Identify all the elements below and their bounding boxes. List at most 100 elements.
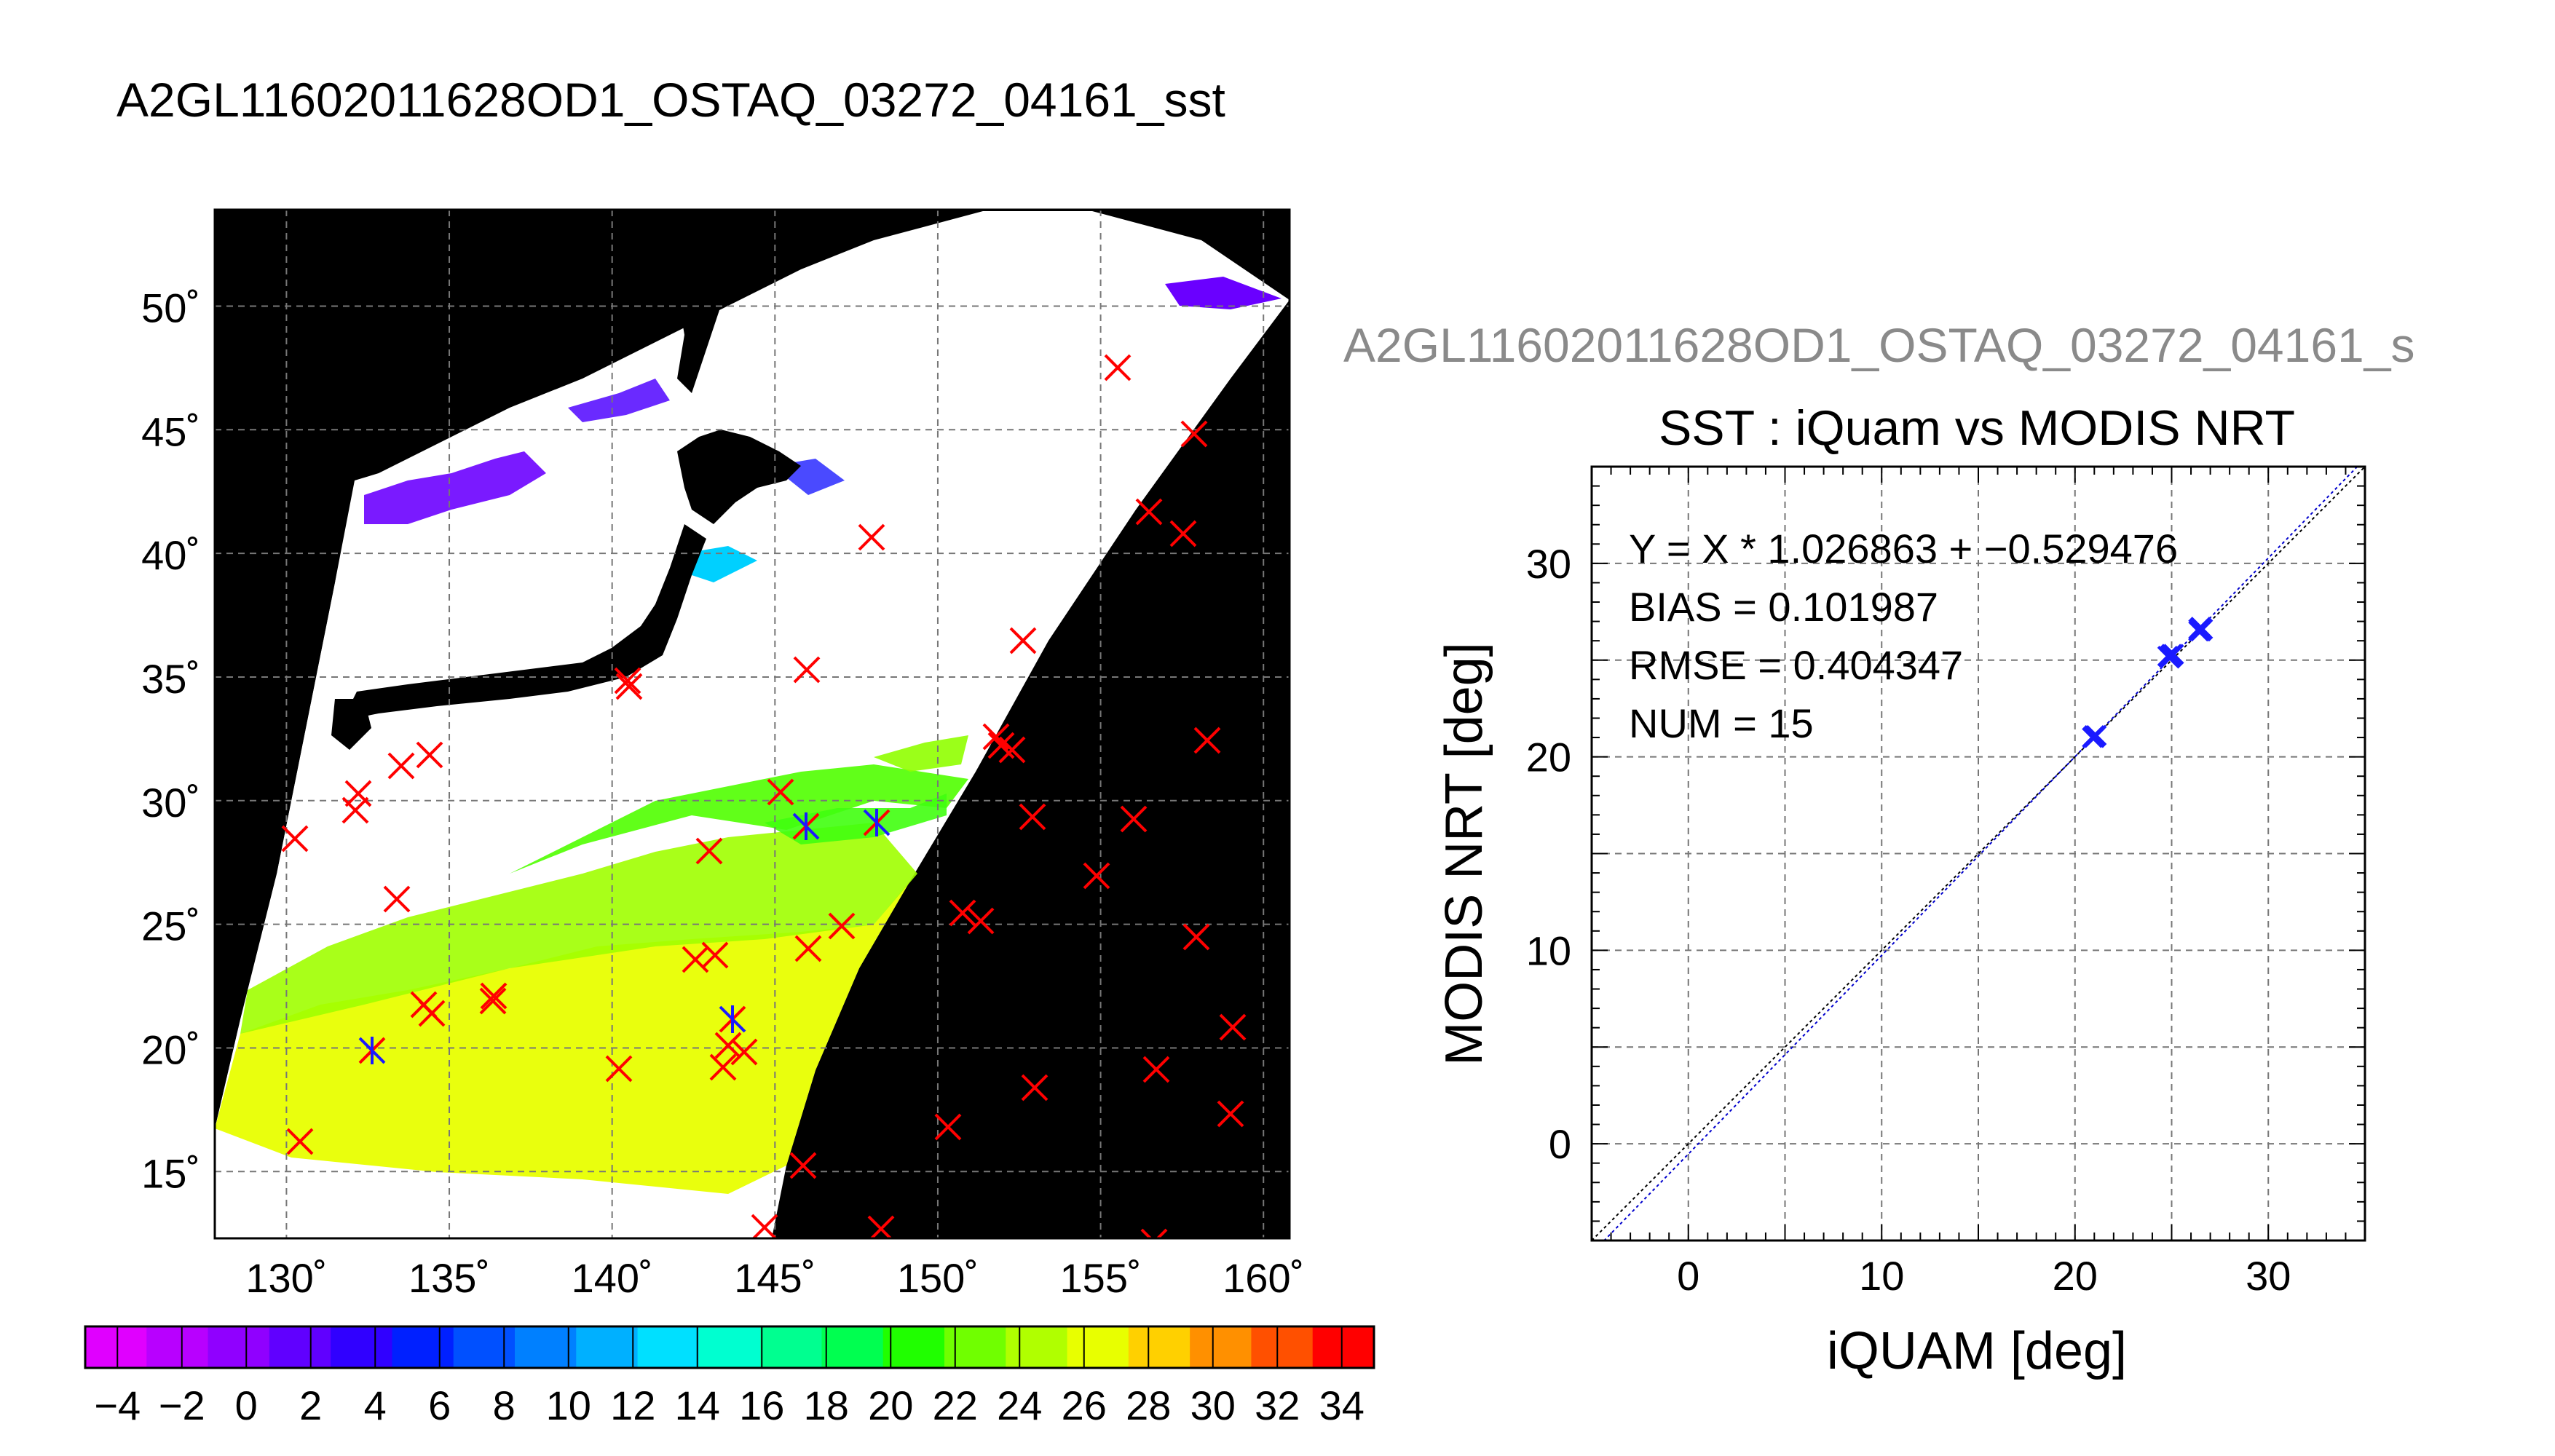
colorbar-label: 28 — [1126, 1382, 1171, 1428]
map-marker-red — [615, 673, 643, 700]
scatter-points — [2082, 617, 2214, 748]
map-marker-red — [858, 523, 885, 551]
stats-annotation: Y = X * 1.026863 + −0.529476 — [1629, 526, 2178, 571]
map-marker-red — [1083, 862, 1110, 890]
colorbar-label: 26 — [1062, 1382, 1107, 1428]
map-marker-red — [767, 778, 794, 806]
map-marker-red — [387, 752, 415, 780]
colorbar-label: 24 — [997, 1382, 1042, 1428]
map-lat-label: 45˚ — [141, 408, 200, 454]
map-lon-label: 140˚ — [572, 1255, 653, 1301]
scatter-plot: 0 10 20 30 0 10 20 30 Y = X * 1.026863 + −0.52… — [1526, 465, 2366, 1299]
map-marker-red — [1140, 1228, 1168, 1238]
map-marker-red — [418, 1000, 446, 1027]
colorbar: −4 −2 0 2 4 6 8 10 12 14 16 18 20 22 24 26 28 30 32 34 — [84, 1325, 1375, 1428]
land-hokkaido — [677, 430, 801, 524]
colorbar-cell — [392, 1326, 454, 1368]
colorbar-label: 12 — [610, 1382, 655, 1428]
map-lat-label: 15˚ — [141, 1150, 200, 1196]
colorbar-cell — [637, 1326, 700, 1368]
map-marker-red — [1104, 354, 1132, 381]
stats-annotation: RMSE = 0.404347 — [1629, 642, 1963, 688]
colorbar-label: 10 — [546, 1382, 591, 1428]
colorbar-cell — [821, 1326, 884, 1368]
map-marker-red — [1009, 627, 1037, 654]
x-tick-label: 30 — [2246, 1253, 2291, 1299]
scatter-grid — [1592, 467, 2365, 1241]
colorbar-cell — [515, 1326, 577, 1368]
map-marker-red — [793, 656, 821, 684]
scatter-point — [2161, 646, 2182, 667]
map-marker-red — [998, 736, 1026, 764]
colorbar-label: 18 — [804, 1382, 849, 1428]
map-lat-label: 40˚ — [141, 532, 200, 578]
colorbar-cell — [882, 1326, 945, 1368]
main-title: A2GL11602011628OD1_OSTAQ_03272_04161_sst — [117, 73, 1225, 127]
map-marker-red — [982, 723, 1010, 751]
colorbar-label: 20 — [868, 1382, 913, 1428]
y-tick-labels: 0 10 20 30 — [1526, 541, 1571, 1167]
colorbar-label: −4 — [94, 1382, 141, 1428]
map-marker-red — [1193, 727, 1221, 754]
colorbar-label: −2 — [159, 1382, 205, 1428]
chart-title: SST : iQuam vs MODIS NRT — [1659, 400, 2295, 456]
colorbar-cell — [1190, 1326, 1252, 1368]
map-marker-red — [341, 796, 369, 824]
map-lat-labels: 15˚ 20˚ 25˚ 30˚ 35˚ 40˚ 45˚ 50˚ — [141, 285, 200, 1196]
colorbar-cell — [576, 1326, 639, 1368]
map-lon-label: 155˚ — [1060, 1255, 1142, 1301]
map-marker-red — [1169, 520, 1197, 547]
map-lat-label: 50˚ — [141, 285, 200, 331]
stats-annotation: BIAS = 0.101987 — [1629, 584, 1938, 630]
map-marker-red — [1120, 805, 1148, 833]
scatter-point — [2083, 727, 2105, 748]
sst-map: 15˚ 20˚ 25˚ 30˚ 35˚ 40˚ 45˚ 50˚ 130˚ 135˚ 140˚ 145… — [141, 208, 1304, 1301]
map-markers — [281, 354, 1247, 1238]
colorbar-label: 34 — [1319, 1382, 1365, 1428]
map-marker-match — [863, 809, 891, 836]
sst-yellow-region — [215, 881, 910, 1194]
colorbar-cell — [331, 1326, 392, 1368]
y-axis-label: MODIS NRT [deg] — [1435, 642, 1493, 1066]
map-marker-red — [344, 780, 372, 807]
colorbar-cell — [1312, 1326, 1375, 1368]
colorbar-cell — [1006, 1326, 1068, 1368]
map-marker-match — [358, 1037, 386, 1064]
land-kyushu — [331, 699, 371, 750]
map-marker-red — [286, 1128, 314, 1155]
colorbar-frame — [84, 1325, 1375, 1369]
colorbar-cell — [760, 1326, 822, 1368]
map-marker-red — [701, 941, 729, 969]
colorbar-cell — [944, 1326, 1006, 1368]
map-marker-red — [751, 1214, 778, 1238]
scatter-point — [2188, 620, 2210, 642]
identity-line — [1592, 467, 2365, 1241]
map-lon-label: 150˚ — [897, 1255, 979, 1301]
colorbar-label: 2 — [299, 1382, 322, 1428]
y-tick-label: 10 — [1526, 927, 1571, 973]
y-tick-label: 0 — [1549, 1121, 1571, 1167]
colorbar-label: 8 — [493, 1382, 516, 1428]
map-marker-red — [967, 907, 995, 935]
map-marker-match — [719, 1005, 746, 1033]
colorbar-label: 32 — [1255, 1382, 1300, 1428]
y-tick-label: 30 — [1526, 541, 1571, 587]
map-marker-red — [480, 982, 508, 1010]
map-marker-red — [1021, 1074, 1049, 1101]
map-marker-red — [605, 1055, 633, 1083]
map-marker-red — [1182, 923, 1210, 951]
map-marker-red — [949, 899, 976, 927]
scatter-minor-ticks — [1592, 467, 2365, 1241]
map-lat-label: 25˚ — [141, 903, 200, 949]
map-marker-red — [730, 1038, 758, 1066]
x-tick-label: 20 — [2053, 1253, 2098, 1299]
map-lon-label: 160˚ — [1223, 1255, 1304, 1301]
colorbar-label: 4 — [364, 1382, 387, 1428]
map-marker-red — [1019, 803, 1046, 831]
map-lat-label: 30˚ — [141, 780, 200, 826]
map-marker-red — [614, 667, 641, 695]
land-sakhalin — [655, 210, 721, 393]
stats-annotations: Y = X * 1.026863 + −0.529476 BIAS = 0.101… — [1629, 526, 2178, 746]
colorbar-cell — [1067, 1326, 1129, 1368]
